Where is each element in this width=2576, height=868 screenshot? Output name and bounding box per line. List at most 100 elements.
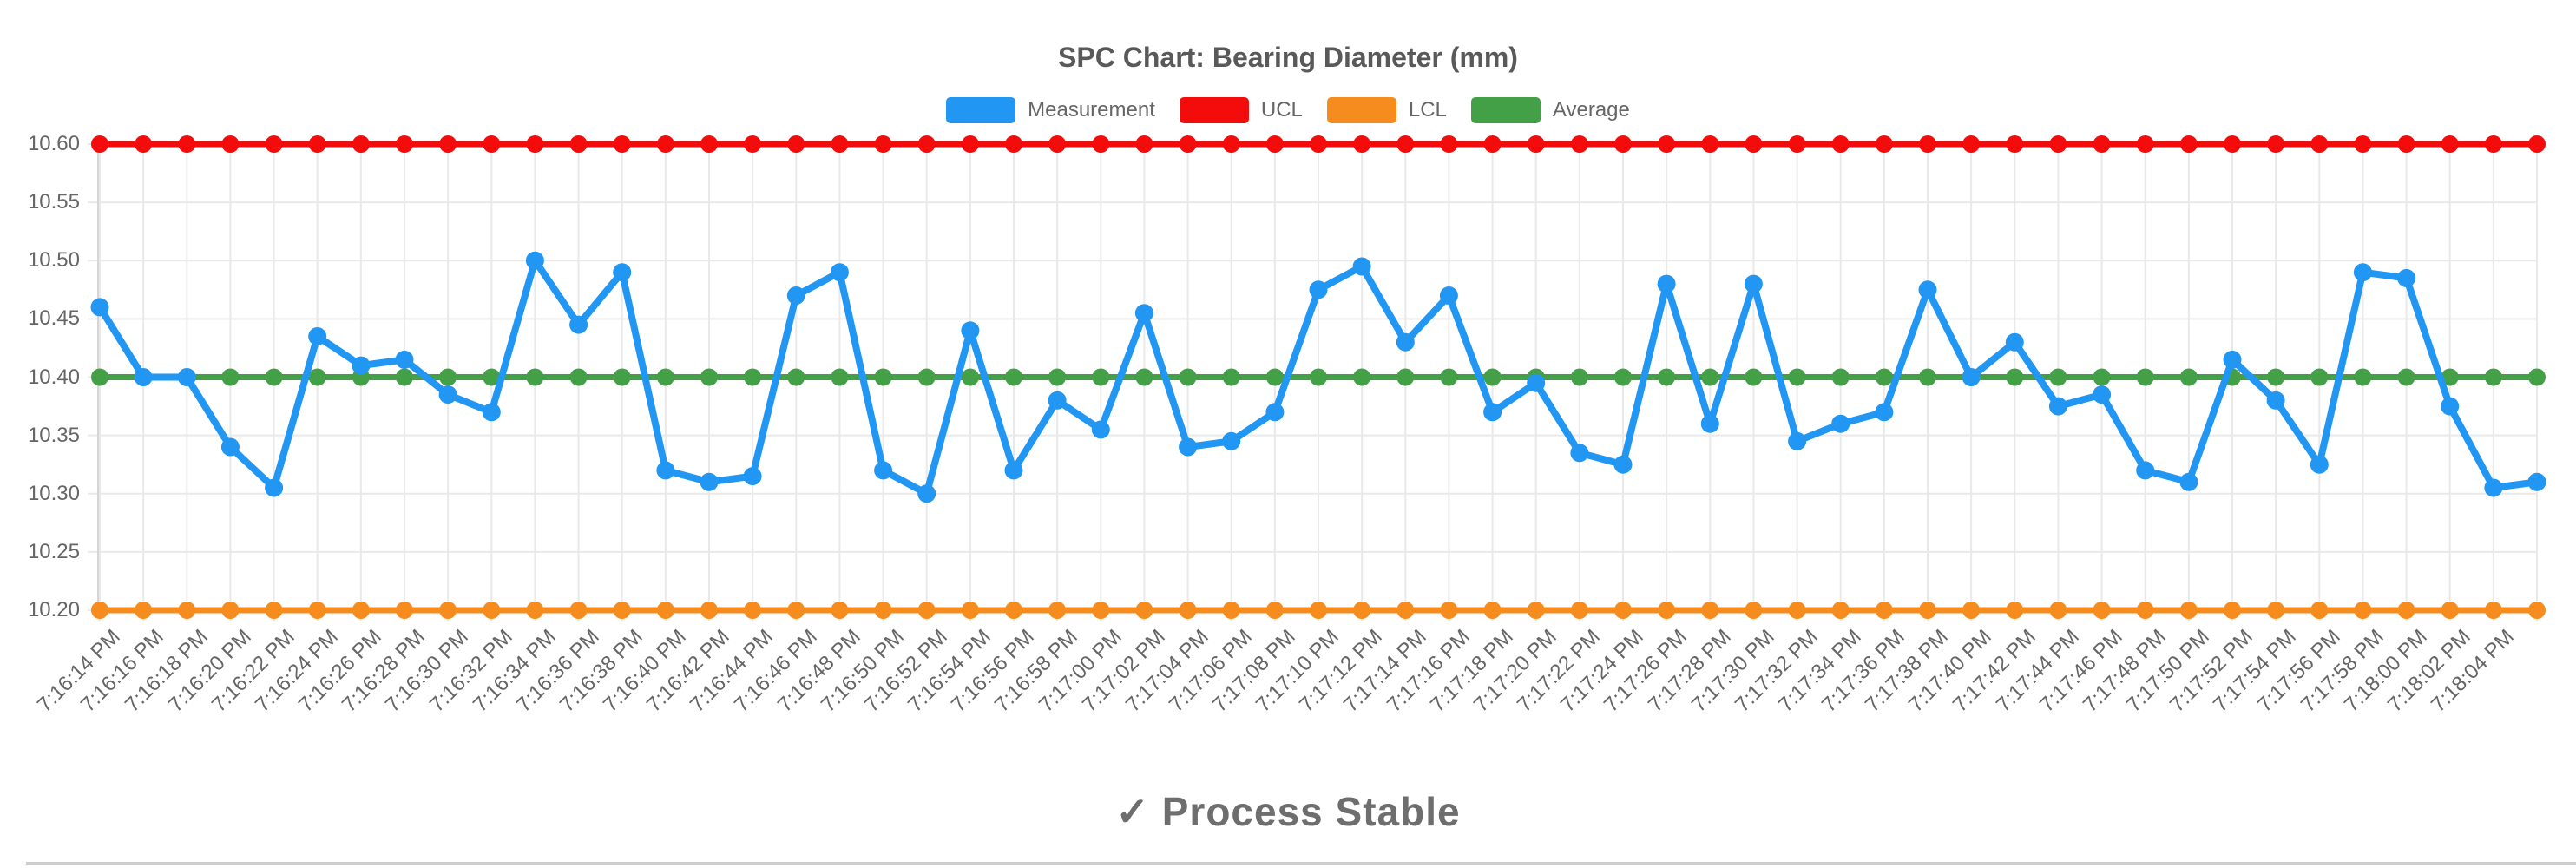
measurement-point[interactable] [1788, 431, 1807, 450]
measurement-point[interactable] [1004, 461, 1023, 480]
measurement-point[interactable] [2223, 350, 2242, 369]
measurement-point[interactable] [1700, 414, 1719, 433]
ucl-point [2484, 135, 2502, 153]
measurement-point[interactable] [1744, 274, 1763, 293]
ucl-point [831, 135, 849, 153]
measurement-point[interactable] [1048, 391, 1067, 410]
measurement-point[interactable] [830, 263, 849, 282]
measurement-point[interactable] [1222, 431, 1241, 450]
ucl-point [439, 135, 457, 153]
measurement-point[interactable] [1179, 437, 1198, 457]
average-point [700, 368, 718, 386]
ucl-point [1135, 135, 1153, 153]
measurement-point[interactable] [1570, 444, 1589, 463]
measurement-point[interactable] [1657, 274, 1676, 293]
measurement-point[interactable] [265, 478, 284, 497]
measurement-point[interactable] [786, 286, 805, 305]
measurement-point[interactable] [395, 350, 414, 369]
measurement-point[interactable] [2310, 455, 2329, 474]
measurement-point[interactable] [1527, 373, 1546, 392]
ucl-point [1310, 135, 1327, 153]
lcl-point [1745, 602, 1763, 619]
measurement-point[interactable] [1352, 257, 1371, 276]
ucl-point [569, 135, 588, 153]
measurement-point[interactable] [1396, 332, 1415, 352]
legend-item-lcl[interactable]: LCL [1326, 97, 1447, 123]
measurement-point[interactable] [2397, 268, 2416, 287]
measurement-point[interactable] [2005, 332, 2024, 352]
lcl-point [2310, 602, 2329, 619]
measurement-point[interactable] [1918, 280, 1937, 299]
average-point [1265, 368, 1284, 386]
ucl-point [1658, 135, 1676, 153]
measurement-point[interactable] [1309, 280, 1328, 299]
ucl-point [2179, 135, 2198, 153]
average-point [1875, 368, 1893, 386]
measurement-point[interactable] [438, 385, 457, 404]
lcl-point [831, 602, 849, 619]
lcl-point [1614, 602, 1632, 619]
measurement-point[interactable] [525, 251, 544, 270]
measurement-point[interactable] [961, 321, 980, 340]
measurement-point[interactable] [220, 437, 240, 457]
measurement-point[interactable] [1265, 403, 1285, 422]
ucl-point [1048, 135, 1067, 153]
measurement-point[interactable] [2179, 472, 2198, 491]
average-point [613, 368, 631, 386]
measurement-point[interactable] [2266, 391, 2285, 410]
measurement-point[interactable] [1439, 286, 1458, 305]
lcl-point [221, 602, 240, 619]
measurement-point[interactable] [308, 327, 327, 345]
measurement-point[interactable] [1962, 368, 1981, 386]
measurement-point[interactable] [2136, 461, 2155, 480]
lcl-point [2136, 602, 2154, 619]
legend-item-average[interactable]: Average [1470, 97, 1630, 123]
measurement-point[interactable] [2441, 397, 2460, 416]
measurement-point[interactable] [482, 403, 501, 422]
lcl-point [2006, 602, 2024, 619]
ucl-point [526, 135, 544, 153]
measurement-point[interactable] [569, 315, 588, 334]
y-axis-label: 10.20 [27, 598, 80, 621]
measurement-point[interactable] [352, 356, 371, 375]
lcl-point [2528, 602, 2546, 619]
ucl-point [1745, 135, 1763, 153]
ucl-point [917, 135, 936, 153]
measurement-point[interactable] [177, 368, 196, 386]
measurement-point[interactable] [2527, 472, 2546, 491]
legend-item-ucl[interactable]: UCL [1179, 97, 1303, 123]
average-point [2528, 368, 2546, 386]
measurement-point[interactable] [90, 298, 109, 317]
ucl-point [265, 135, 283, 153]
average-point [91, 368, 108, 386]
measurement-point[interactable] [656, 461, 675, 480]
lcl-point [1962, 602, 1981, 619]
measurement-point[interactable] [613, 263, 632, 282]
ucl-swatch-icon [1179, 97, 1249, 123]
measurement-point[interactable] [1613, 455, 1633, 474]
measurement-point[interactable] [2484, 478, 2503, 497]
measurement-point[interactable] [2048, 397, 2067, 416]
measurement-point[interactable] [1875, 403, 1894, 422]
measurement-point[interactable] [1134, 304, 1153, 323]
measurement-point[interactable] [743, 467, 762, 486]
measurement-point[interactable] [700, 472, 719, 491]
lcl-point [2093, 602, 2111, 619]
measurement-point[interactable] [2093, 385, 2112, 404]
process-status: ✓ Process Stable [0, 788, 2576, 835]
measurement-point[interactable] [2353, 263, 2372, 282]
lcl-point [1440, 602, 1458, 619]
measurement-point[interactable] [1091, 420, 1110, 439]
measurement-point[interactable] [874, 461, 893, 480]
measurement-point[interactable] [1483, 403, 1502, 422]
average-point [1570, 368, 1588, 386]
measurement-point[interactable] [134, 368, 153, 386]
ucl-point [744, 135, 762, 153]
measurement-point[interactable] [1831, 414, 1850, 433]
measurement-point[interactable] [917, 484, 936, 503]
average-point [2093, 368, 2111, 386]
lcl-point [1222, 602, 1240, 619]
legend-item-measurement[interactable]: Measurement [946, 97, 1155, 123]
